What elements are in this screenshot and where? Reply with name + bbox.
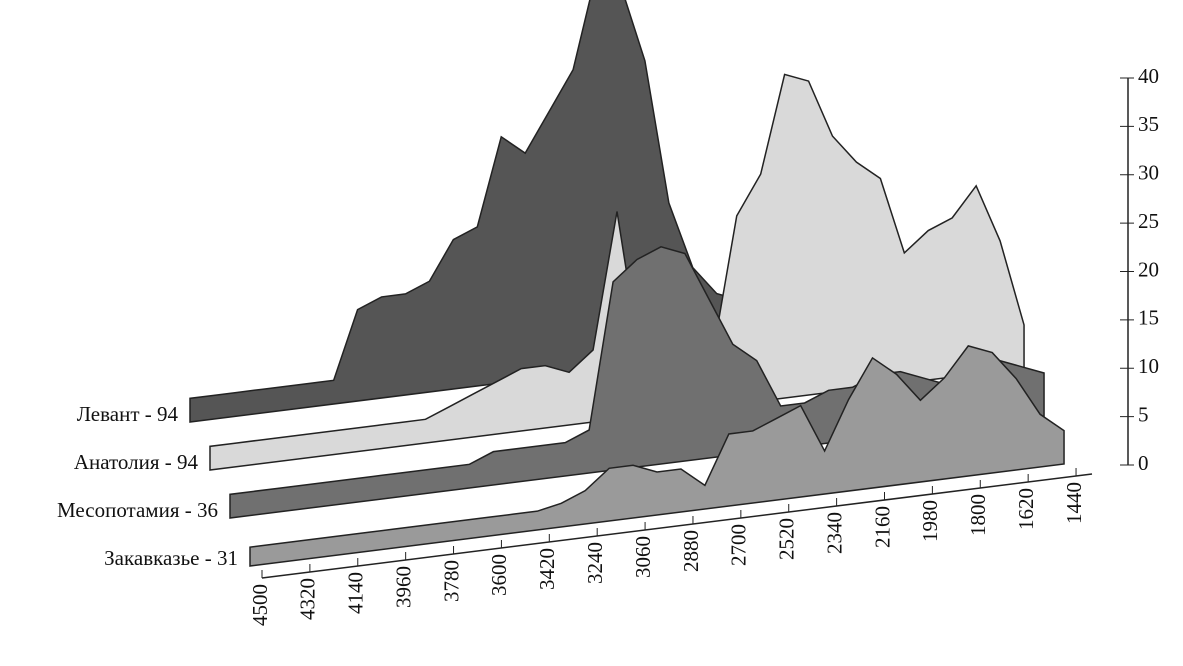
x-tick-label: 4500 [248,584,272,626]
x-tick-label: 3600 [487,554,511,596]
legend-label: Анатолия - 94 [74,450,199,474]
y-tick-label: 15 [1138,306,1159,330]
y-tick-label: 10 [1138,354,1159,378]
x-tick-label: 3060 [631,536,655,578]
x-tick-label: 2700 [727,524,751,566]
y-tick-label: 30 [1138,161,1159,185]
area [249,345,1065,567]
x-tick-label: 3960 [391,566,415,608]
y-tick-label: 5 [1138,402,1149,426]
x-tick-label: 3240 [583,542,607,584]
x-tick-label: 1980 [918,500,942,542]
y-tick-label: 40 [1138,64,1159,88]
x-tick-label: 3420 [535,548,559,590]
legend-label: Месопотамия - 36 [57,498,218,522]
x-tick-label: 4140 [344,572,368,614]
legend-label: Закавказье - 31 [104,546,238,570]
legend-label: Левант - 94 [77,402,179,426]
y-tick-label: 0 [1138,451,1149,475]
x-tick-label: 1620 [1014,488,1038,530]
x-tick-label: 1800 [966,494,990,536]
y-tick-label: 20 [1138,257,1159,281]
x-tick-label: 2340 [822,512,846,554]
y-tick-label: 35 [1138,112,1159,136]
x-tick-label: 2160 [870,506,894,548]
y-tick-label: 25 [1138,209,1159,233]
x-tick-label: 2520 [775,518,799,560]
x-tick-label: 2880 [679,530,703,572]
x-tick-label: 1440 [1062,482,1086,524]
x-tick-label: 4320 [296,578,320,620]
x-tick-label: 3780 [439,560,463,602]
x-axis [261,473,1093,579]
